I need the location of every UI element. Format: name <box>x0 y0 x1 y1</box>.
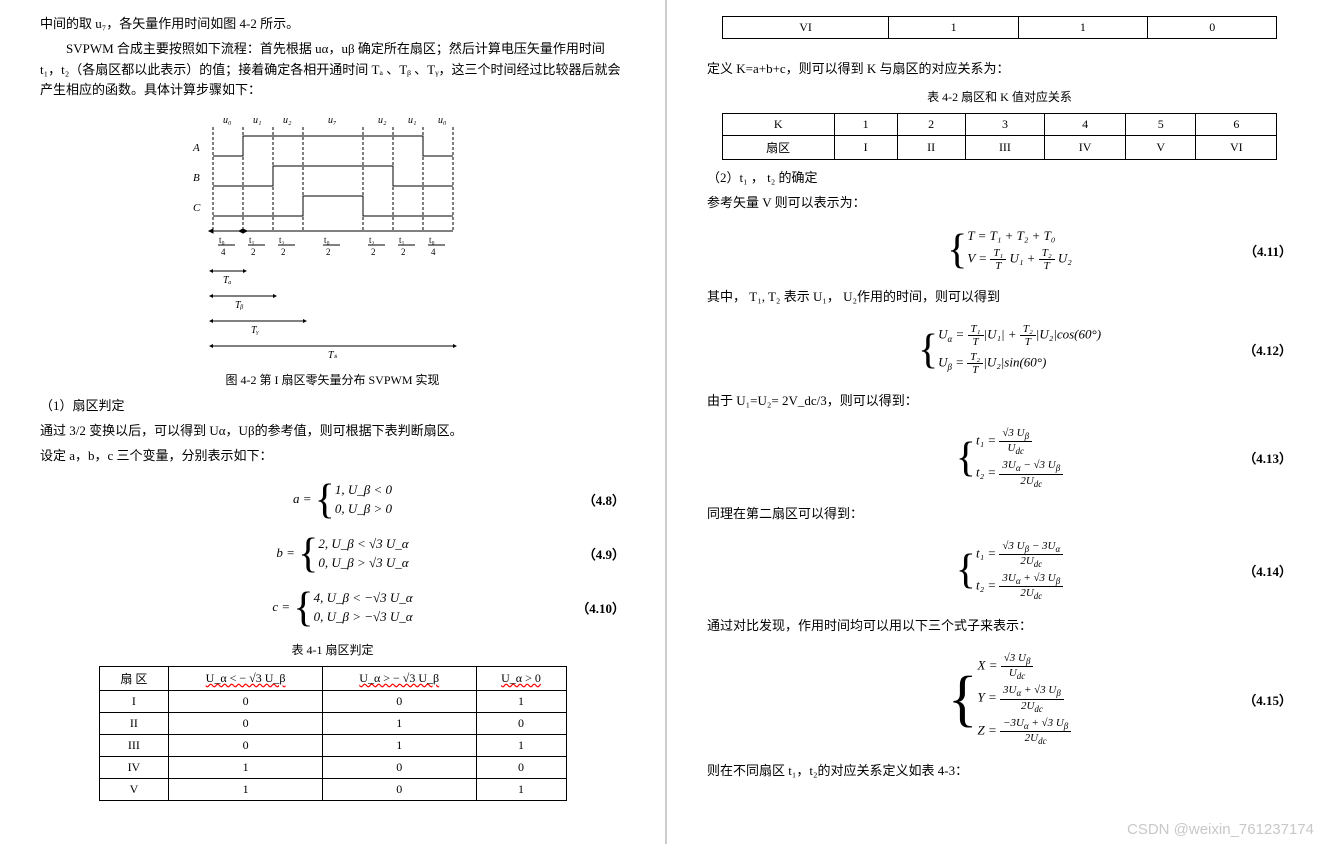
svg-text:2: 2 <box>401 247 406 257</box>
equation-4-15: { X = √3 UβUdc Y = 3Uα + √3 Uβ2Udc Z = −… <box>707 649 1292 749</box>
figure-caption: 图 4-2 第 I 扇区零矢量分布 SVPWM 实现 <box>40 371 625 388</box>
table-42-caption: 表 4-2 扇区和 K 值对应关系 <box>707 88 1292 105</box>
svg-text:Tᵧ: Tᵧ <box>251 325 260 336</box>
intro-text-2: SVPWM 合成主要按照如下流程：首先根据 uα，uβ 确定所在扇区；然后计算电… <box>40 39 625 101</box>
svg-text:t₀: t₀ <box>219 235 225 245</box>
section-2-p4: 同理在第二扇区可以得到： <box>707 504 1292 525</box>
def-text: 定义 K=a+b+c，则可以得到 K 与扇区的对应关系为： <box>707 59 1292 80</box>
svg-text:Tₛ: Tₛ <box>328 350 338 361</box>
svg-text:B: B <box>193 172 200 184</box>
equation-4-9: b = { 2, U_β < 3 U_α 0, U_β > 3 U_α （4.9… <box>40 533 625 575</box>
equation-4-14: { t₁ = √3 Uβ − 3Uα2Udc t₂ = 3Uα + √3 Uβ2… <box>707 537 1292 605</box>
svg-text:u₂: u₂ <box>283 115 292 126</box>
section-2-title: （2）t₁ ， t₂ 的确定 <box>707 168 1292 189</box>
svg-text:t₁: t₁ <box>399 235 405 245</box>
section-2-p5: 通过对比发现，作用时间均可以用以下三个式子来表示： <box>707 616 1292 637</box>
svg-text:t₁: t₁ <box>249 235 255 245</box>
svg-text:u₇: u₇ <box>328 115 337 126</box>
svg-text:u₁: u₁ <box>408 115 416 126</box>
svg-text:t₂: t₂ <box>279 235 285 245</box>
svg-text:2: 2 <box>371 247 376 257</box>
section-1-p1: 通过 3/2 变换以后，可以得到 Uα，Uβ的参考值，则可根据下表判断扇区。 <box>40 421 625 442</box>
table-4-1: 扇 区 U_α < − √3 U_β U_α > − √3 U_β U_α > … <box>99 666 567 801</box>
svg-text:u₀: u₀ <box>223 115 232 126</box>
svg-text:4: 4 <box>431 247 436 257</box>
section-2-p6: 则在不同扇区 t₁，t₂的对应关系定义如表 4-3： <box>707 761 1292 782</box>
section-2-p1: 参考矢量 V 则可以表示为： <box>707 193 1292 214</box>
timing-diagram: u₀ u₁ u₂ u₇ u₂ u₁ u₀ <box>163 111 503 361</box>
svg-text:u₁: u₁ <box>253 115 261 126</box>
svg-text:2: 2 <box>281 247 286 257</box>
equation-4-12: { Uα = T₁T|U₁| + T₂T|U₂|cos(60°) Uβ = T₂… <box>707 320 1292 379</box>
section-1-title: （1）扇区判定 <box>40 396 625 417</box>
svg-text:t₀: t₀ <box>429 235 435 245</box>
watermark: CSDN @weixin_761237174 <box>1127 821 1314 838</box>
svg-text:t₂: t₂ <box>369 235 375 245</box>
left-page: 中间的取 u₇，各矢量作用时间如图 4-2 所示。 SVPWM 合成主要按照如下… <box>0 0 667 844</box>
section-2-p3: 由于 U₁=U₂= 2V_dc/3，则可以得到： <box>707 391 1292 412</box>
equation-4-11: { T = T₁ + T₂ + T₀ V = T₁T U₁ + T₂T U₂ （… <box>707 225 1292 275</box>
svg-text:u₀: u₀ <box>438 115 447 126</box>
equation-4-13: { t₁ = √3 UβUdc t₂ = 3Uα − √3 Uβ2Udc （4.… <box>707 424 1292 492</box>
svg-text:u₂: u₂ <box>378 115 387 126</box>
svg-text:4: 4 <box>221 247 226 257</box>
equation-4-10: c = { 4, U_β < −3 U_α 0, U_β > −3 U_α （4… <box>40 587 625 629</box>
table-top-fragment: VI 1 1 0 <box>722 16 1278 39</box>
svg-text:Tᵦ: Tᵦ <box>235 300 244 311</box>
table-41-caption: 表 4-1 扇区判定 <box>40 641 625 658</box>
svg-text:Tₐ: Tₐ <box>223 275 232 286</box>
svg-text:C: C <box>193 202 201 214</box>
section-1-p2: 设定 a，b，c 三个变量，分别表示如下： <box>40 446 625 467</box>
equation-4-8: a = { 1, U_β < 0 0, U_β > 0 （4.8） <box>40 479 625 521</box>
svg-text:t₀: t₀ <box>324 235 330 245</box>
svg-text:2: 2 <box>326 247 331 257</box>
right-page: VI 1 1 0 定义 K=a+b+c，则可以得到 K 与扇区的对应关系为： 表… <box>667 0 1332 844</box>
section-2-p2: 其中， T₁, T₂ 表示 U₁， U₂作用的时间，则可以得到 <box>707 287 1292 308</box>
table-4-2: K 1 2 3 4 5 6 扇区 I II III IV V VI <box>722 113 1278 160</box>
svg-text:2: 2 <box>251 247 256 257</box>
intro-text-1: 中间的取 u₇，各矢量作用时间如图 4-2 所示。 <box>40 14 625 35</box>
svg-text:A: A <box>192 142 200 154</box>
